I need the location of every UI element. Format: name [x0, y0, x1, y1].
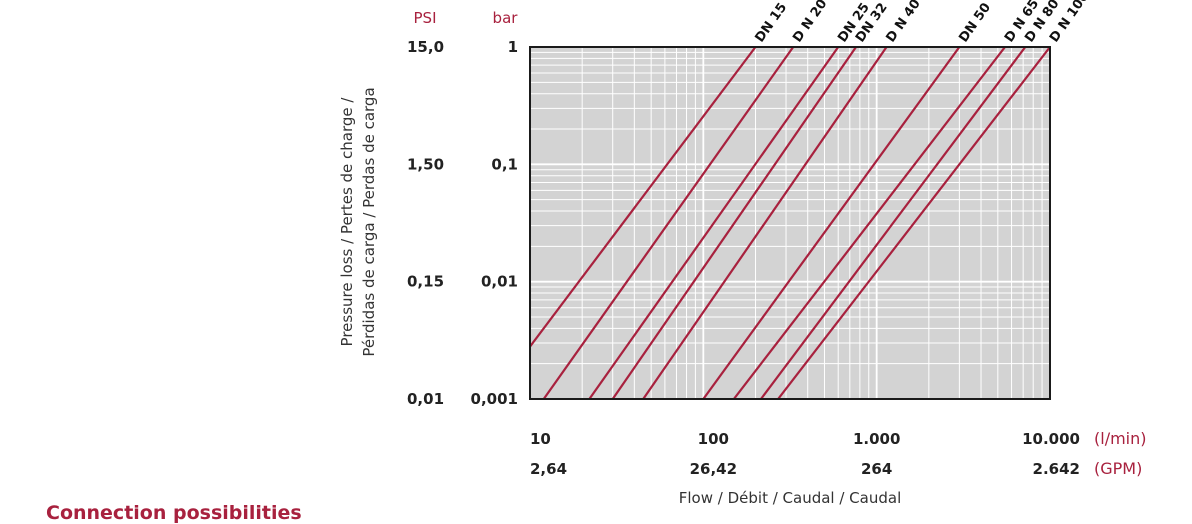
x-tick-lmin-4: 10.000	[1022, 430, 1080, 448]
y-tick-psi-1: 15,0	[407, 38, 444, 56]
y-tick-bar-1: 1	[508, 38, 518, 56]
x-tick-lmin-1: 10	[530, 430, 551, 448]
x-axis-title: Flow / Débit / Caudal / Caudal	[679, 489, 901, 507]
grid-lines	[530, 47, 1050, 399]
y-axis-title-line-1: Pressure loss / Pertes de charge /	[338, 97, 356, 347]
bar-unit-label: bar	[493, 9, 519, 27]
series-lines	[530, 47, 1050, 399]
plot-area	[530, 47, 1050, 399]
y-tick-psi-4: 0,01	[407, 390, 444, 408]
psi-unit-label: PSI	[414, 9, 437, 27]
y-tick-psi-2: 1,50	[407, 155, 444, 173]
series-label-2: D N 20	[790, 0, 830, 45]
y-tick-bar-2: 0,1	[491, 155, 518, 173]
series-line-7	[732, 47, 1006, 399]
series-line-4	[611, 47, 857, 399]
y-axis-title-line-2: Pérdidas de carga / Perdas de carga	[360, 87, 378, 356]
x-tick-labels: 10 2,64 100 26,42 1.000 264 10.000 2.642	[530, 430, 1080, 478]
series-line-2	[542, 47, 795, 399]
series-line-9	[777, 47, 1050, 399]
y-tick-labels: 15,0 1 1,50 0,1 0,15 0,01 0,01 0,001	[407, 38, 518, 408]
gpm-unit-label: (GPM)	[1094, 459, 1142, 478]
series-line-5	[642, 47, 888, 399]
lmin-unit-label: (l/min)	[1094, 429, 1147, 448]
series-line-1	[530, 47, 757, 348]
x-tick-gpm-1: 2,64	[530, 460, 567, 478]
plot-frame	[529, 46, 1051, 400]
y-tick-bar-4: 0,001	[471, 390, 518, 408]
connection-possibilities-heading: Connection possibilities	[46, 502, 302, 524]
series-line-3	[588, 47, 840, 399]
x-tick-gpm-2: 26,42	[690, 460, 737, 478]
series-label-1: DN 15	[753, 0, 791, 45]
x-tick-gpm-3: 264	[861, 460, 892, 478]
series-line-6	[702, 47, 961, 399]
series-label-6: DN 50	[956, 0, 994, 45]
series-line-8	[760, 47, 1027, 399]
y-tick-psi-3: 0,15	[407, 273, 444, 291]
x-tick-lmin-2: 100	[698, 430, 729, 448]
x-tick-gpm-4: 2.642	[1033, 460, 1080, 478]
y-tick-bar-3: 0,01	[481, 273, 518, 291]
x-tick-lmin-3: 1.000	[853, 430, 900, 448]
series-label-5: D N 40	[884, 0, 924, 45]
